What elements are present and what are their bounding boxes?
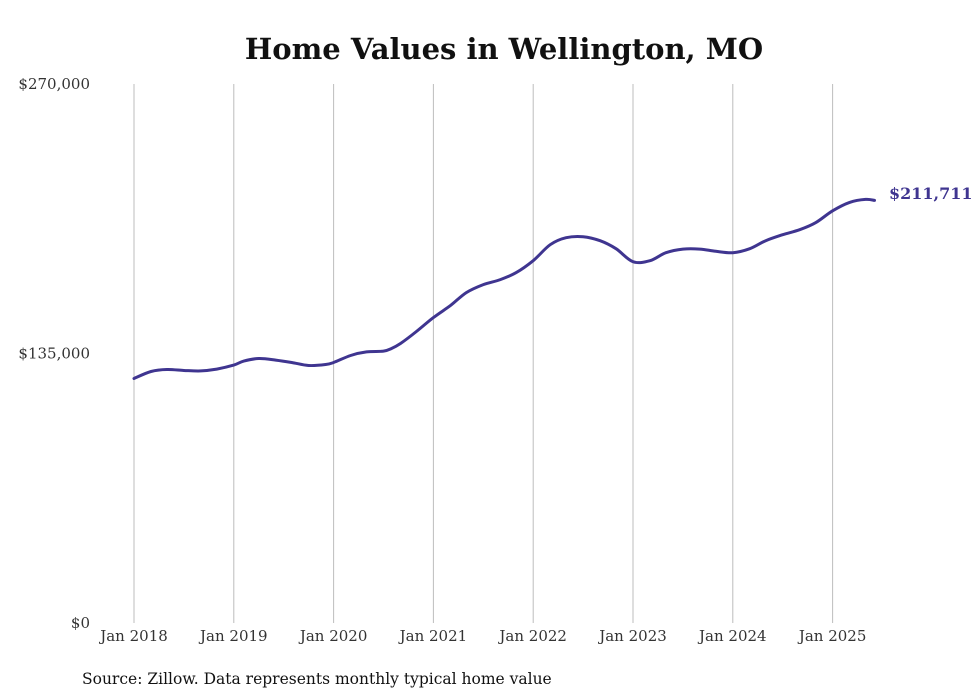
x-tick-label-2: Jan 2020	[298, 627, 368, 645]
series-line-0	[132, 197, 876, 380]
chart-title: Home Values in Wellington, MO	[245, 32, 763, 66]
y-tick-label-1: $135,000	[18, 345, 90, 363]
y-tick-label-2: $270,000	[18, 75, 90, 93]
x-tick-label-5: Jan 2023	[597, 627, 667, 645]
x-tick-label-7: Jan 2025	[797, 627, 867, 645]
series-layer	[132, 197, 876, 380]
x-tick-label-1: Jan 2019	[198, 627, 268, 645]
source-note: Source: Zillow. Data represents monthly …	[82, 670, 552, 688]
x-tick-label-4: Jan 2022	[497, 627, 567, 645]
x-tick-label-0: Jan 2018	[98, 627, 168, 645]
x-tick-label-3: Jan 2021	[398, 627, 468, 645]
y-axis-tick-labels: $0 $135,000 $270,000	[18, 75, 90, 632]
x-axis-tick-labels: Jan 2018 Jan 2019 Jan 2020 Jan 2021 Jan 2022…	[98, 627, 866, 645]
end-value-label: $211,711	[889, 184, 973, 203]
vertical-gridlines	[133, 84, 834, 623]
x-tick-label-6: Jan 2024	[697, 627, 767, 645]
y-tick-label-0: $0	[71, 614, 90, 632]
